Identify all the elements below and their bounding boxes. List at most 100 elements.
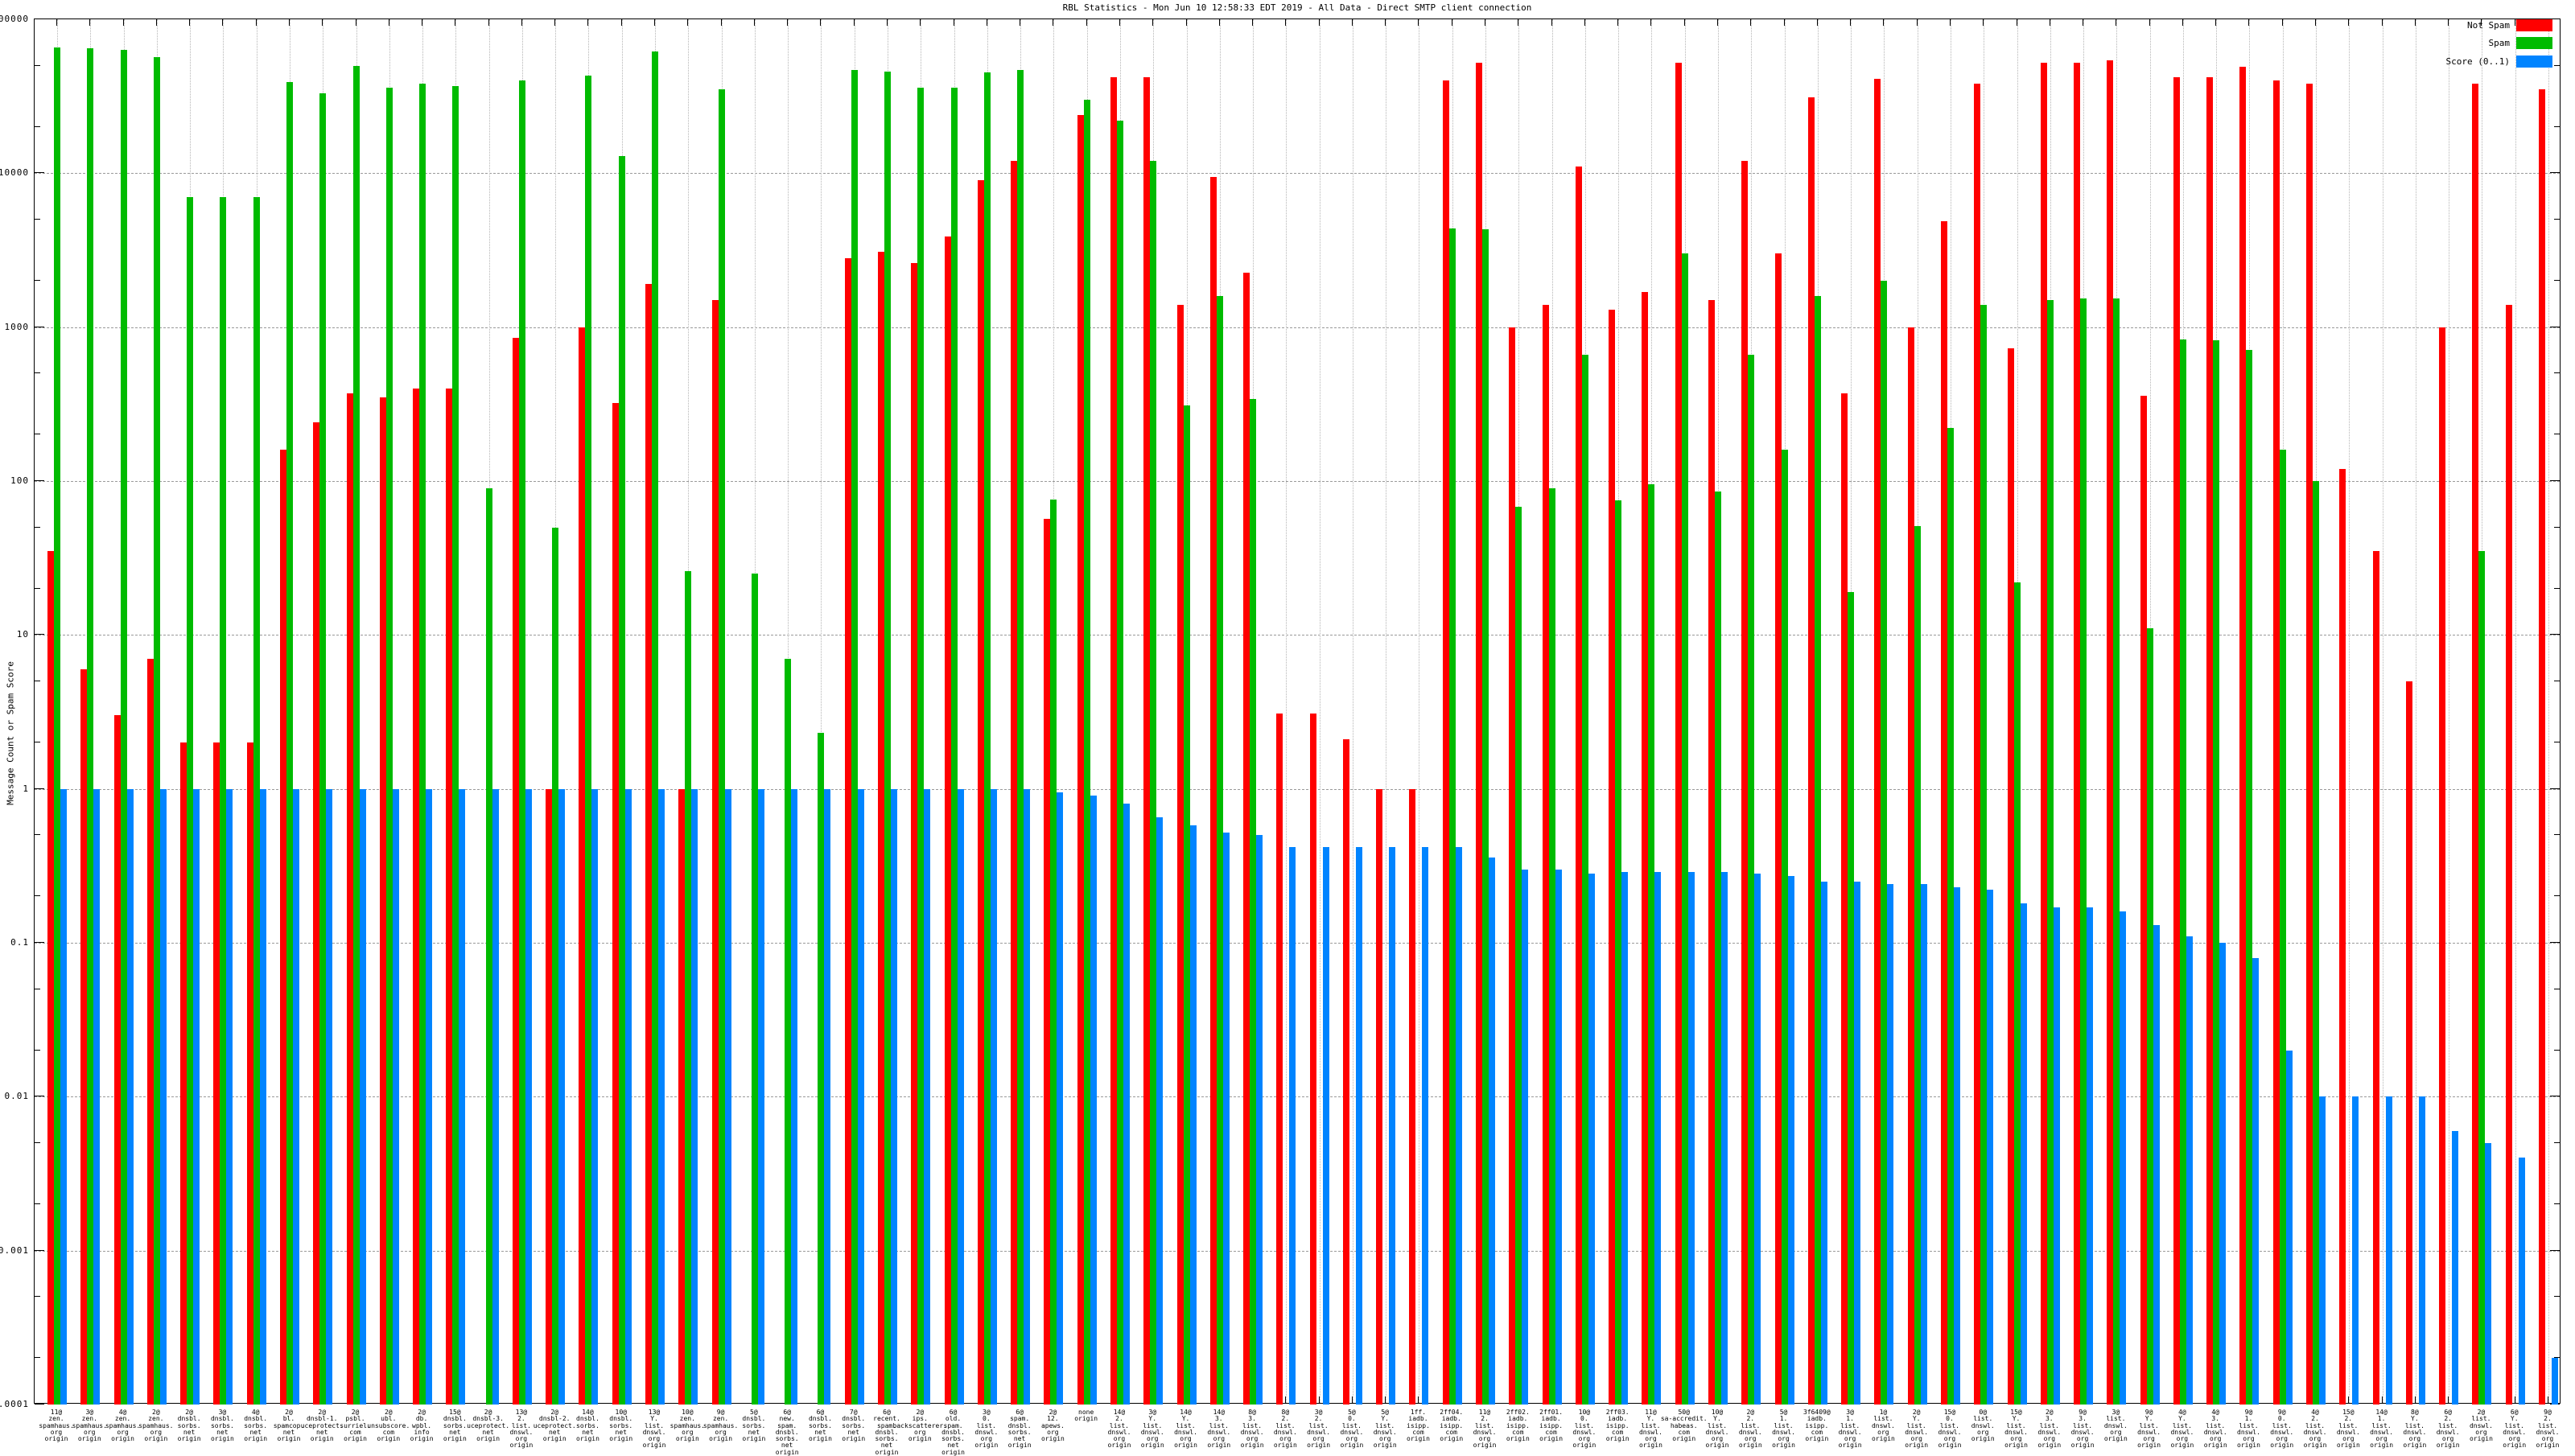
- bar-not-spam: [1409, 788, 1416, 1405]
- y-minor-tick-right: [2554, 1049, 2560, 1051]
- bar-score: [2352, 1096, 2359, 1405]
- x-tick-label: 3@ 0. list. dnswl. org origin: [974, 1409, 999, 1450]
- x-tick-label: 4@ Y. list. dnswl. org origin: [2170, 1409, 2194, 1450]
- legend-item-score: Score (0..1): [2375, 56, 2552, 68]
- bar-score: [292, 788, 299, 1405]
- x-top-tick: [1850, 19, 1852, 26]
- bar-spam: [1050, 499, 1057, 1405]
- x-top-tick: [1385, 19, 1386, 26]
- bar-not-spam: [1243, 273, 1250, 1405]
- bar-not-spam: [2539, 89, 2545, 1405]
- x-top-tick: [89, 19, 91, 26]
- x-tick-label: 3f6409@ iadb. isipp. com origin: [1802, 1409, 1831, 1443]
- x-tick-label: 0@ list. dnswl. org origin: [1971, 1409, 1995, 1443]
- bar-score: [1422, 846, 1429, 1405]
- x-tick-label: 2@ dnsbl-3. uceprotect. net origin: [467, 1409, 510, 1443]
- x-top-tick: [620, 19, 622, 26]
- bar-spam: [1581, 355, 1588, 1405]
- x-top-tick: [1783, 19, 1785, 26]
- x-tick-label: 2@ dnsbl-2. uceprotect. net origin: [533, 1409, 576, 1443]
- y-major-tick-left: [35, 172, 44, 174]
- bar-not-spam: [1309, 713, 1316, 1405]
- bar-spam: [1116, 120, 1123, 1405]
- x-tick-label: 3@ dnsbl. sorbs. net origin: [210, 1409, 234, 1443]
- bar-score: [1920, 884, 1927, 1405]
- y-tick-label: 10: [16, 629, 29, 640]
- bar-spam: [2080, 298, 2087, 1405]
- bar-spam: [917, 87, 925, 1405]
- bar-spam: [2478, 551, 2486, 1405]
- bar-spam: [1681, 253, 1688, 1405]
- bar-spam: [2146, 628, 2153, 1405]
- x-top-tick: [687, 19, 689, 26]
- x-tick-label: 2@ ips. backscatterer. org origin: [892, 1409, 947, 1443]
- x-tick-label: 15@ 2. list. dnswl. org origin: [2336, 1409, 2360, 1450]
- bar-score: [2518, 1158, 2525, 1405]
- x-tick-label: 2@ 3. list. dnswl. org origin: [2037, 1409, 2062, 1450]
- y-minor-tick-right: [2554, 280, 2560, 282]
- y-minor-tick-left: [35, 280, 40, 282]
- x-tick-label: 5@ Y. list. dnswl. org origin: [1373, 1409, 1397, 1450]
- x-tick-label: 2@ dnsbl-1. uceprotect. net origin: [300, 1409, 344, 1443]
- bar-score: [691, 788, 698, 1405]
- x-tick-label: 5@ dnsbl. sorbs. net origin: [742, 1409, 766, 1443]
- bar-score: [459, 788, 466, 1405]
- bar-score: [1687, 871, 1695, 1405]
- bar-not-spam: [1675, 63, 1682, 1405]
- y-major-tick-left: [35, 1249, 44, 1251]
- x-top-tick: [1650, 19, 1652, 26]
- v-gridline: [2548, 19, 2549, 1403]
- bar-not-spam: [146, 658, 154, 1405]
- y-major-tick-left: [35, 942, 44, 943]
- bar-spam: [1947, 428, 1954, 1405]
- y-major-tick-left: [35, 634, 44, 635]
- bar-score: [2020, 903, 2027, 1405]
- bar-not-spam: [2040, 63, 2047, 1405]
- x-tick-label: 2@ ubl. unsubscore. com origin: [367, 1409, 410, 1443]
- x-top-tick: [720, 19, 722, 26]
- bar-spam: [419, 84, 426, 1405]
- bar-spam: [751, 574, 758, 1405]
- bar-spam: [1848, 591, 1855, 1405]
- bar-not-spam: [844, 258, 851, 1405]
- bar-not-spam: [1741, 161, 1749, 1405]
- x-tick-label: 9@ 3. list. dnswl. org origin: [2070, 1409, 2095, 1450]
- bar-not-spam: [1907, 327, 1914, 1405]
- y-minor-tick-right: [2554, 1357, 2560, 1359]
- x-top-tick: [2414, 19, 2416, 26]
- bar-score: [2418, 1096, 2425, 1405]
- bar-score: [2120, 911, 2127, 1405]
- h-gridline: [35, 1250, 2560, 1252]
- x-top-tick: [1949, 19, 1951, 26]
- bar-not-spam: [2372, 551, 2379, 1405]
- bar-spam: [1083, 100, 1090, 1405]
- bar-spam: [2246, 350, 2253, 1405]
- x-tick-label: 2@ zen. spamhaus. org origin: [138, 1409, 174, 1443]
- bar-not-spam: [446, 388, 453, 1405]
- bar-score: [1987, 890, 1994, 1405]
- spam-swatch-icon: [2516, 37, 2552, 49]
- x-top-tick: [189, 19, 191, 26]
- x-tick-label: 4@ zen. spamhaus. org origin: [105, 1409, 141, 1443]
- x-bottom-tick: [1285, 1396, 1287, 1403]
- bar-not-spam: [2472, 84, 2479, 1405]
- x-tick-label: 8@ Y. list. dnswl. org origin: [2403, 1409, 2427, 1450]
- bar-score: [2385, 1096, 2392, 1405]
- y-minor-tick-right: [2554, 1203, 2560, 1205]
- bar-spam: [950, 87, 958, 1405]
- y-minor-tick-right: [2554, 125, 2560, 127]
- bar-spam: [153, 56, 160, 1405]
- x-tick-label: 2@ 12. apews. org origin: [1040, 1409, 1065, 1443]
- bar-score: [757, 788, 764, 1405]
- y-minor-tick-left: [35, 834, 40, 836]
- bar-not-spam: [1276, 713, 1283, 1405]
- y-minor-tick-left: [35, 526, 40, 528]
- bar-score: [1787, 876, 1794, 1405]
- bar-score: [1555, 869, 1562, 1405]
- bar-score: [2053, 907, 2060, 1405]
- bar-score: [1322, 846, 1329, 1405]
- x-tick-label: 2ff02. iadb. isipp. com origin: [1506, 1409, 1530, 1443]
- x-tick-label: none origin: [1074, 1409, 1098, 1423]
- x-top-tick: [1617, 19, 1619, 26]
- x-top-tick: [488, 19, 489, 26]
